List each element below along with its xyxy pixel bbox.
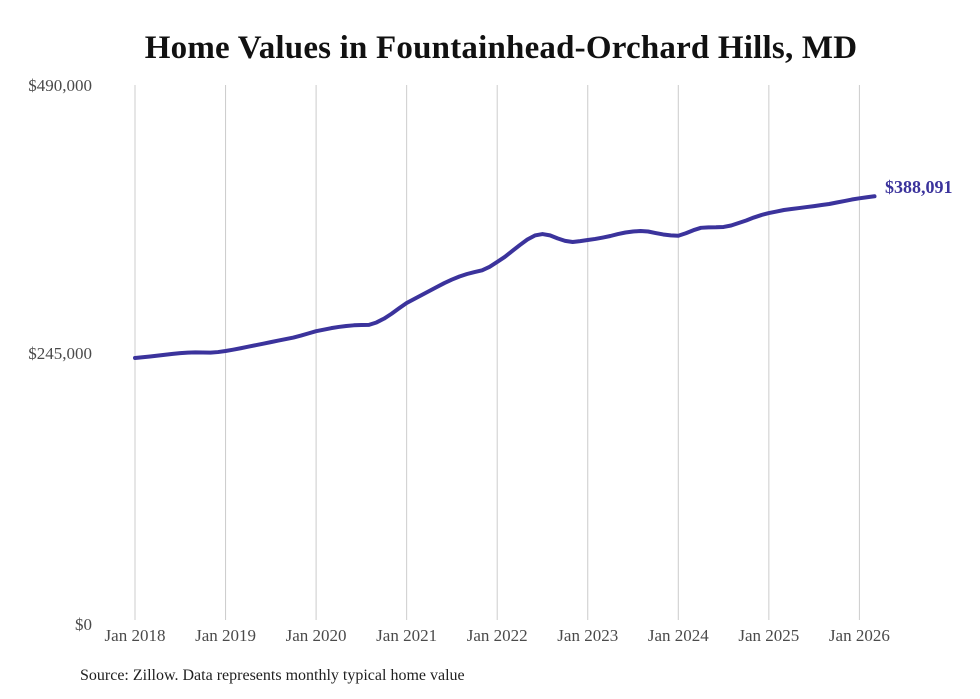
x-axis-label-jan-2019: Jan 2019 [195, 626, 256, 645]
x-axis-label-jan-2021: Jan 2021 [376, 626, 438, 645]
source-note: Source: Zillow. Data represents monthly … [80, 667, 465, 684]
latest-value-label: $388,091 [885, 177, 953, 197]
home-value-line [133, 194, 877, 360]
y-axis-label-490000: $490,000 [28, 76, 92, 95]
y-axis-label-245000: $245,000 [28, 343, 92, 363]
x-axis-label-jan-2025: Jan 2025 [738, 626, 800, 645]
y-axis-label-0: $0 [75, 615, 92, 634]
x-axis-label-jan-2018: Jan 2018 [104, 626, 166, 645]
x-axis-label-jan-2026: Jan 2026 [828, 626, 890, 645]
x-axis-label-jan-2022: Jan 2022 [466, 626, 528, 645]
x-axis-label-jan-2024: Jan 2024 [647, 626, 709, 645]
chart-title: Home Values in Fountainhead-Orchard Hill… [144, 30, 858, 66]
x-axis-label-jan-2020: Jan 2020 [285, 626, 347, 645]
year-gridlines [134, 85, 860, 620]
x-axis-label-jan-2023: Jan 2023 [557, 626, 619, 645]
